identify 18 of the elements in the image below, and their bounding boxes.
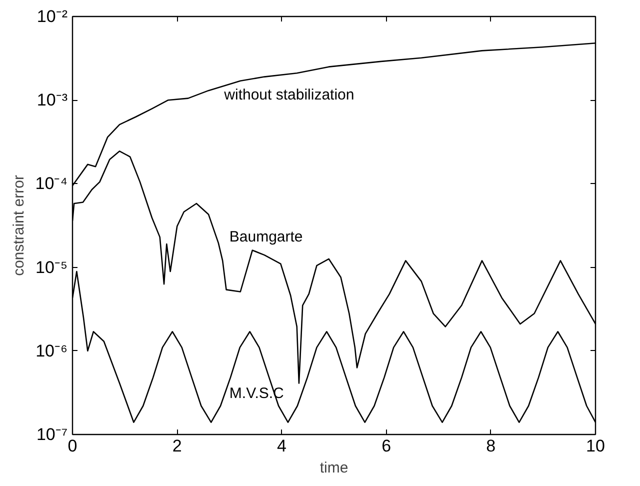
series-label: without stabilization — [223, 86, 354, 104]
x-tick-label: 8 — [486, 436, 496, 456]
y-tick-label: 10⁻³ — [36, 90, 68, 110]
y-tick-label: 10⁻² — [36, 7, 68, 26]
y-tick-label: 10⁻⁷ — [36, 425, 68, 444]
series-label: Baumgarte — [229, 228, 303, 246]
y-tick-label: 10⁻⁵ — [36, 258, 68, 277]
x-tick-label: 6 — [382, 436, 392, 456]
y-tick-label: 10⁻⁶ — [36, 341, 68, 360]
line-series — [72, 270, 596, 423]
x-tick-label: 0 — [68, 436, 78, 456]
x-tick-label: 10 — [586, 436, 605, 456]
line-series — [72, 150, 596, 384]
y-tick-label: 10⁻⁴ — [35, 174, 68, 194]
x-tick-label: 2 — [172, 436, 182, 456]
x-tick-label: 4 — [276, 436, 286, 456]
x-axis-title: time — [320, 460, 348, 476]
y-axis-title: constraint error — [10, 175, 28, 276]
